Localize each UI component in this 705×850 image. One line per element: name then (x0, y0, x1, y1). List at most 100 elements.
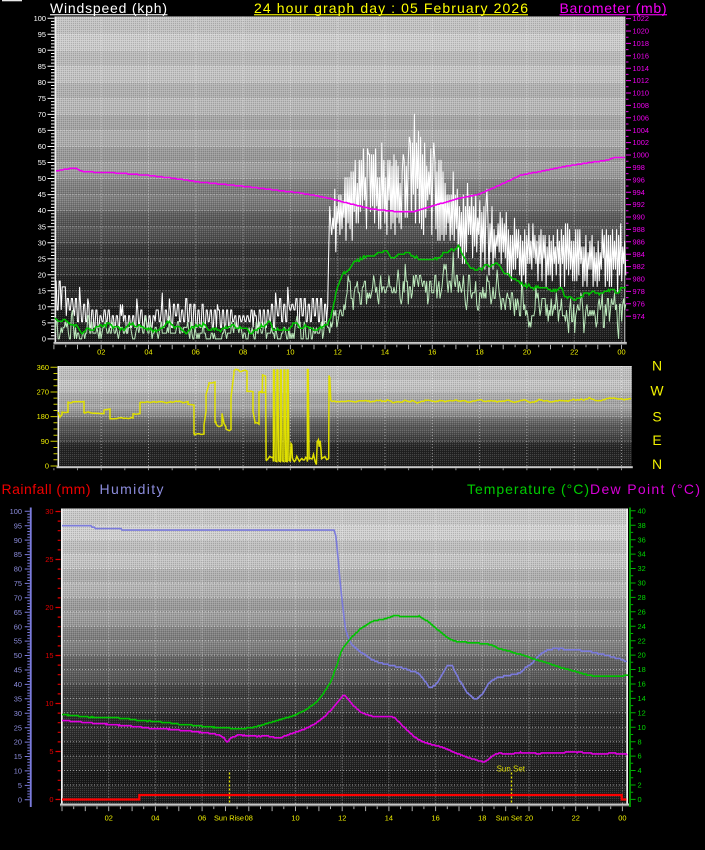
svg-text:50: 50 (38, 174, 46, 183)
svg-text:55: 55 (14, 637, 22, 646)
svg-text:180: 180 (37, 412, 49, 421)
svg-text:10: 10 (45, 699, 53, 708)
svg-text:0: 0 (18, 795, 22, 804)
svg-text:20: 20 (14, 738, 22, 747)
svg-text:16: 16 (431, 814, 439, 823)
svg-text:1020: 1020 (633, 27, 649, 36)
svg-text:30: 30 (638, 579, 646, 588)
svg-text:10: 10 (638, 723, 646, 732)
svg-text:06: 06 (192, 348, 200, 357)
svg-text:40: 40 (38, 206, 46, 215)
svg-text:00: 00 (617, 348, 625, 357)
svg-text:25: 25 (38, 254, 46, 263)
svg-text:Sun Set: Sun Set (497, 765, 526, 774)
svg-text:95: 95 (38, 30, 46, 39)
svg-text:18: 18 (475, 348, 483, 357)
svg-text:35: 35 (38, 222, 46, 231)
svg-text:30: 30 (45, 507, 53, 516)
svg-text:992: 992 (633, 200, 645, 209)
svg-text:75: 75 (14, 579, 22, 588)
svg-text:1016: 1016 (633, 51, 649, 60)
svg-text:14: 14 (381, 348, 389, 357)
svg-text:1004: 1004 (633, 126, 649, 135)
svg-text:32: 32 (638, 564, 646, 573)
svg-text:996: 996 (633, 175, 645, 184)
svg-text:55: 55 (38, 158, 46, 167)
svg-text:34: 34 (638, 550, 646, 559)
svg-text:06: 06 (198, 814, 206, 823)
svg-text:0: 0 (638, 795, 642, 804)
svg-text:5: 5 (42, 319, 46, 328)
svg-text:0: 0 (45, 462, 49, 471)
svg-text:5: 5 (18, 781, 22, 790)
svg-text:22: 22 (638, 636, 646, 645)
svg-text:Rainfall (mm): Rainfall (mm) (2, 481, 91, 497)
svg-text:1014: 1014 (633, 64, 649, 73)
svg-text:Barometer (mb): Barometer (mb) (560, 0, 667, 16)
svg-text:16: 16 (428, 348, 436, 357)
svg-text:12: 12 (338, 814, 346, 823)
svg-text:8: 8 (638, 737, 642, 746)
svg-text:Temperature (°C): Temperature (°C) (467, 481, 589, 497)
svg-text:08: 08 (245, 814, 253, 823)
svg-text:20: 20 (525, 814, 533, 823)
svg-text:5: 5 (49, 747, 53, 756)
svg-text:90: 90 (41, 437, 49, 446)
svg-text:02: 02 (97, 348, 105, 357)
svg-text:85: 85 (14, 550, 22, 559)
svg-text:1002: 1002 (633, 138, 649, 147)
svg-text:15: 15 (14, 752, 22, 761)
svg-text:Sun Set: Sun Set (496, 814, 522, 823)
svg-text:978: 978 (633, 287, 645, 296)
svg-text:24 hour graph day : 05 Februar: 24 hour graph day : 05 February 2026 (254, 0, 528, 16)
svg-text:30: 30 (38, 238, 46, 247)
svg-text:Dew Point (°C): Dew Point (°C) (590, 481, 700, 497)
svg-text:998: 998 (633, 163, 645, 172)
svg-text:14: 14 (385, 814, 393, 823)
svg-text:0: 0 (49, 795, 53, 804)
svg-text:15: 15 (45, 651, 53, 660)
svg-text:974: 974 (633, 312, 645, 321)
svg-text:12: 12 (638, 708, 646, 717)
svg-text:988: 988 (633, 225, 645, 234)
svg-text:0: 0 (42, 335, 46, 344)
svg-text:38: 38 (638, 521, 646, 530)
svg-text:994: 994 (633, 188, 645, 197)
svg-text:90: 90 (38, 46, 46, 55)
svg-text:40: 40 (14, 680, 22, 689)
svg-text:2: 2 (638, 781, 642, 790)
svg-text:25: 25 (14, 723, 22, 732)
svg-text:18: 18 (478, 814, 486, 823)
svg-text:1012: 1012 (633, 76, 649, 85)
svg-text:980: 980 (633, 275, 645, 284)
svg-text:50: 50 (14, 651, 22, 660)
svg-text:14: 14 (638, 694, 646, 703)
svg-text:E: E (652, 432, 661, 448)
svg-text:16: 16 (638, 680, 646, 689)
svg-text:Windspeed (kph): Windspeed (kph) (50, 0, 167, 16)
svg-text:Humidity: Humidity (100, 481, 164, 497)
svg-text:1022: 1022 (633, 14, 649, 23)
svg-text:45: 45 (38, 190, 46, 199)
svg-text:20: 20 (38, 270, 46, 279)
svg-text:984: 984 (633, 250, 645, 259)
svg-text:W: W (650, 383, 664, 399)
svg-text:N: N (652, 358, 662, 374)
svg-text:26: 26 (638, 607, 646, 616)
svg-text:35: 35 (14, 694, 22, 703)
svg-text:10: 10 (38, 302, 46, 311)
svg-text:60: 60 (38, 142, 46, 151)
svg-text:04: 04 (151, 814, 159, 823)
svg-text:20: 20 (638, 651, 646, 660)
svg-text:22: 22 (572, 814, 580, 823)
svg-text:986: 986 (633, 237, 645, 246)
svg-text:65: 65 (38, 126, 46, 135)
svg-text:80: 80 (38, 78, 46, 87)
svg-text:75: 75 (38, 94, 46, 103)
svg-text:Sun Rise: Sun Rise (214, 814, 244, 823)
svg-text:976: 976 (633, 299, 645, 308)
svg-text:04: 04 (144, 348, 152, 357)
svg-text:100: 100 (34, 14, 46, 23)
svg-text:10: 10 (291, 814, 299, 823)
svg-text:1010: 1010 (633, 89, 649, 98)
